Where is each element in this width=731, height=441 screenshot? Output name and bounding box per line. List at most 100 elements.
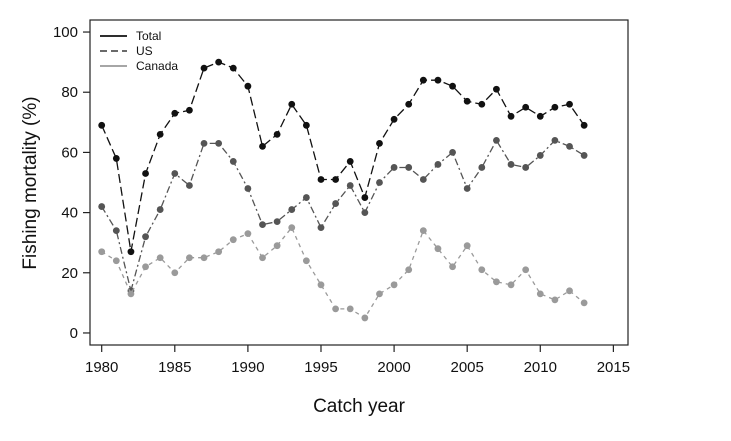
series-layer — [98, 58, 588, 322]
data-point — [302, 121, 310, 129]
data-point — [522, 266, 530, 274]
y-tick-label: 20 — [61, 265, 78, 282]
x-tick-label: 1980 — [85, 359, 118, 376]
data-point — [478, 266, 486, 274]
x-tick-label: 2010 — [524, 359, 557, 376]
data-point — [346, 158, 354, 165]
data-point — [390, 281, 398, 289]
data-point — [186, 254, 193, 262]
data-point — [361, 194, 369, 201]
data-point — [332, 176, 340, 183]
data-point — [215, 248, 223, 256]
data-point — [156, 206, 164, 213]
data-point — [566, 100, 573, 108]
y-axis-label: Fishing mortality (%) — [20, 96, 41, 269]
data-point — [434, 161, 442, 168]
data-point — [259, 254, 266, 262]
data-point — [551, 136, 559, 144]
data-point — [566, 287, 573, 295]
data-point — [229, 236, 237, 244]
data-point — [171, 170, 179, 177]
data-point — [229, 158, 237, 165]
data-point — [127, 248, 135, 256]
data-point — [317, 281, 325, 289]
data-point — [551, 296, 559, 304]
data-point — [273, 130, 281, 138]
series-line — [101, 226, 585, 319]
x-axis-label: Catch year — [313, 396, 406, 417]
data-point — [127, 290, 135, 298]
data-point — [346, 182, 354, 189]
data-point — [171, 269, 179, 277]
legend-label: Canada — [136, 59, 178, 73]
data-point — [142, 170, 149, 177]
y-tick-label: 40 — [61, 205, 78, 222]
y-axis: 0 20 40 60 80 100 — [53, 24, 90, 342]
data-point — [493, 278, 500, 286]
data-point — [112, 227, 120, 235]
data-point — [580, 299, 588, 307]
data-point — [273, 242, 281, 250]
data-point — [463, 242, 471, 250]
data-point — [493, 136, 500, 144]
series-canada — [98, 224, 588, 322]
data-point — [142, 263, 149, 271]
data-point — [536, 112, 544, 120]
data-point — [244, 230, 252, 238]
data-point — [288, 224, 296, 232]
x-tick-label: 1990 — [231, 359, 264, 376]
data-point — [580, 121, 588, 129]
data-point — [288, 206, 296, 213]
legend-label: Total — [136, 29, 161, 43]
data-point — [112, 155, 120, 162]
data-point — [536, 152, 544, 159]
data-point — [361, 209, 369, 216]
data-point — [200, 254, 208, 262]
data-point — [522, 103, 530, 111]
data-point — [215, 58, 223, 66]
x-tick-label: 2005 — [450, 359, 483, 376]
legend-label: US — [136, 44, 153, 58]
data-point — [244, 185, 252, 192]
data-point — [361, 314, 369, 322]
series-line — [101, 61, 585, 252]
data-point — [259, 221, 266, 229]
data-point — [186, 106, 193, 114]
x-tick-label: 2000 — [377, 359, 410, 376]
data-point — [317, 176, 325, 183]
data-point — [156, 130, 164, 138]
data-point — [302, 257, 310, 265]
data-point — [536, 290, 544, 298]
data-point — [171, 109, 179, 117]
data-point — [566, 142, 573, 150]
series-line — [101, 139, 585, 291]
data-point — [376, 139, 383, 147]
data-point — [273, 218, 281, 226]
series-us — [98, 136, 588, 295]
data-point — [259, 142, 266, 150]
data-point — [507, 161, 515, 168]
data-point — [493, 85, 500, 93]
data-point — [346, 305, 354, 313]
data-point — [478, 100, 486, 108]
x-axis: 1980 1985 1990 1995 2000 2005 2010 2015 — [85, 345, 630, 376]
x-tick-label: 1995 — [304, 359, 337, 376]
plot-frame — [89, 19, 629, 346]
data-point — [200, 139, 208, 147]
data-point — [98, 248, 106, 256]
y-tick-label: 100 — [53, 24, 78, 41]
data-point — [463, 97, 471, 105]
data-point — [522, 164, 530, 171]
data-point — [507, 281, 515, 289]
data-point — [434, 245, 442, 253]
data-point — [332, 200, 340, 207]
y-tick-label: 60 — [61, 144, 78, 161]
data-point — [449, 149, 456, 156]
data-point — [507, 112, 515, 120]
data-point — [434, 76, 442, 84]
data-point — [244, 82, 252, 90]
data-point — [405, 266, 413, 274]
